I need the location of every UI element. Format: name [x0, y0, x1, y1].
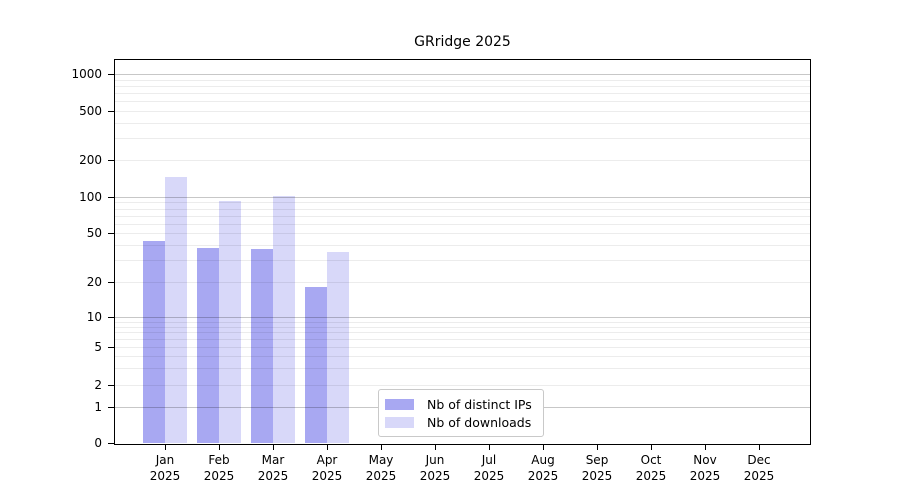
gridline-major — [115, 74, 810, 76]
y-tick-label-5: 5 — [94, 340, 102, 354]
y-tick-label-0: 0 — [94, 436, 102, 450]
gridline-minor — [115, 208, 810, 210]
gridline-minor — [115, 260, 810, 262]
gridline-minor — [115, 160, 810, 161]
x-tick-label-jul: Jul 2025 — [473, 453, 505, 483]
y-tick — [108, 384, 115, 386]
gridline-minor — [115, 233, 810, 234]
gridline-minor — [115, 79, 810, 81]
gridline-minor — [115, 93, 810, 95]
y-tick-label-1: 1 — [94, 400, 102, 414]
x-tick-label-apr: Apr 2025 — [311, 453, 343, 483]
legend-item-downloads: Nb of downloads — [385, 413, 543, 431]
gridline-minor — [115, 326, 810, 328]
gridline-minor — [115, 101, 810, 103]
gridline-minor — [115, 356, 810, 358]
legend: Nb of distinct IPs Nb of downloads — [378, 389, 544, 437]
x-tick-label-may: May 2025 — [365, 453, 397, 483]
y-tick-label-100: 100 — [79, 190, 102, 204]
x-tick-label-jan: Jan 2025 — [149, 453, 181, 483]
x-tick — [326, 444, 328, 450]
gridline-minor — [115, 385, 810, 386]
bar-downloads-feb — [219, 201, 241, 444]
x-tick — [758, 444, 760, 450]
legend-item-distinct-ips: Nb of distinct IPs — [385, 395, 543, 413]
gridline-minor — [115, 122, 810, 124]
y-tick — [108, 73, 115, 75]
gridline-minor — [115, 368, 810, 370]
gridline-minor — [115, 244, 810, 246]
x-tick — [434, 444, 436, 450]
gridline-minor — [115, 215, 810, 217]
bar-distinct-ips-mar — [251, 249, 273, 444]
x-tick-label-nov: Nov 2025 — [689, 453, 721, 483]
gridline-minor — [115, 321, 810, 323]
legend-swatch-distinct-ips — [385, 398, 414, 410]
x-tick-label-mar: Mar 2025 — [257, 453, 289, 483]
x-tick-label-sep: Sep 2025 — [581, 453, 613, 483]
y-tick — [108, 442, 115, 444]
gridline-major — [115, 317, 810, 319]
y-tick — [108, 406, 115, 408]
x-tick — [380, 444, 382, 450]
x-tick — [704, 444, 706, 450]
y-tick — [108, 196, 115, 198]
y-tick — [108, 316, 115, 318]
x-tick-label-dec: Dec 2025 — [743, 453, 775, 483]
bar-distinct-ips-feb — [197, 247, 219, 444]
x-tick — [218, 444, 220, 450]
bar-distinct-ips-jan — [143, 241, 165, 444]
x-tick-label-feb: Feb 2025 — [203, 453, 235, 483]
gridline-minor — [115, 339, 810, 341]
gridline-minor — [115, 138, 810, 140]
gridline-minor — [115, 111, 810, 112]
x-tick — [164, 444, 166, 450]
plot-area — [115, 60, 810, 444]
legend-swatch-downloads — [385, 416, 414, 428]
chart-title: GRridge 2025 — [414, 34, 511, 50]
gridline-minor — [115, 282, 810, 283]
y-tick-label-50: 50 — [86, 226, 102, 240]
y-tick-label-1000: 1000 — [71, 67, 102, 81]
y-tick-label-2: 2 — [94, 378, 102, 392]
y-tick-label-500: 500 — [79, 104, 102, 118]
y-tick — [108, 232, 115, 234]
gridline-minor — [115, 202, 810, 204]
x-tick — [650, 444, 652, 450]
x-tick-label-aug: Aug 2025 — [527, 453, 559, 483]
legend-label: Nb of downloads — [427, 414, 532, 430]
legend-label: Nb of distinct IPs — [427, 396, 532, 412]
y-tick-label-20: 20 — [86, 275, 102, 289]
y-tick-label-10: 10 — [86, 310, 102, 324]
bar-downloads-mar — [273, 195, 295, 444]
x-tick-label-jun: Jun 2025 — [419, 453, 451, 483]
bar-downloads-apr — [327, 252, 349, 444]
y-tick — [108, 346, 115, 348]
gridline-minor — [115, 223, 810, 225]
bar-downloads-jan — [165, 177, 187, 444]
x-tick — [542, 444, 544, 450]
y-tick — [108, 159, 115, 161]
gridline-minor — [115, 347, 810, 348]
x-tick — [488, 444, 490, 450]
gridline-major — [115, 197, 810, 199]
gridline-minor — [115, 332, 810, 334]
y-tick-label-200: 200 — [79, 153, 102, 167]
gridline-minor — [115, 85, 810, 87]
bar-distinct-ips-apr — [305, 287, 327, 444]
x-tick — [596, 444, 598, 450]
x-tick — [272, 444, 274, 450]
y-tick — [108, 281, 115, 283]
y-tick — [108, 110, 115, 112]
x-tick-label-oct: Oct 2025 — [635, 453, 667, 483]
